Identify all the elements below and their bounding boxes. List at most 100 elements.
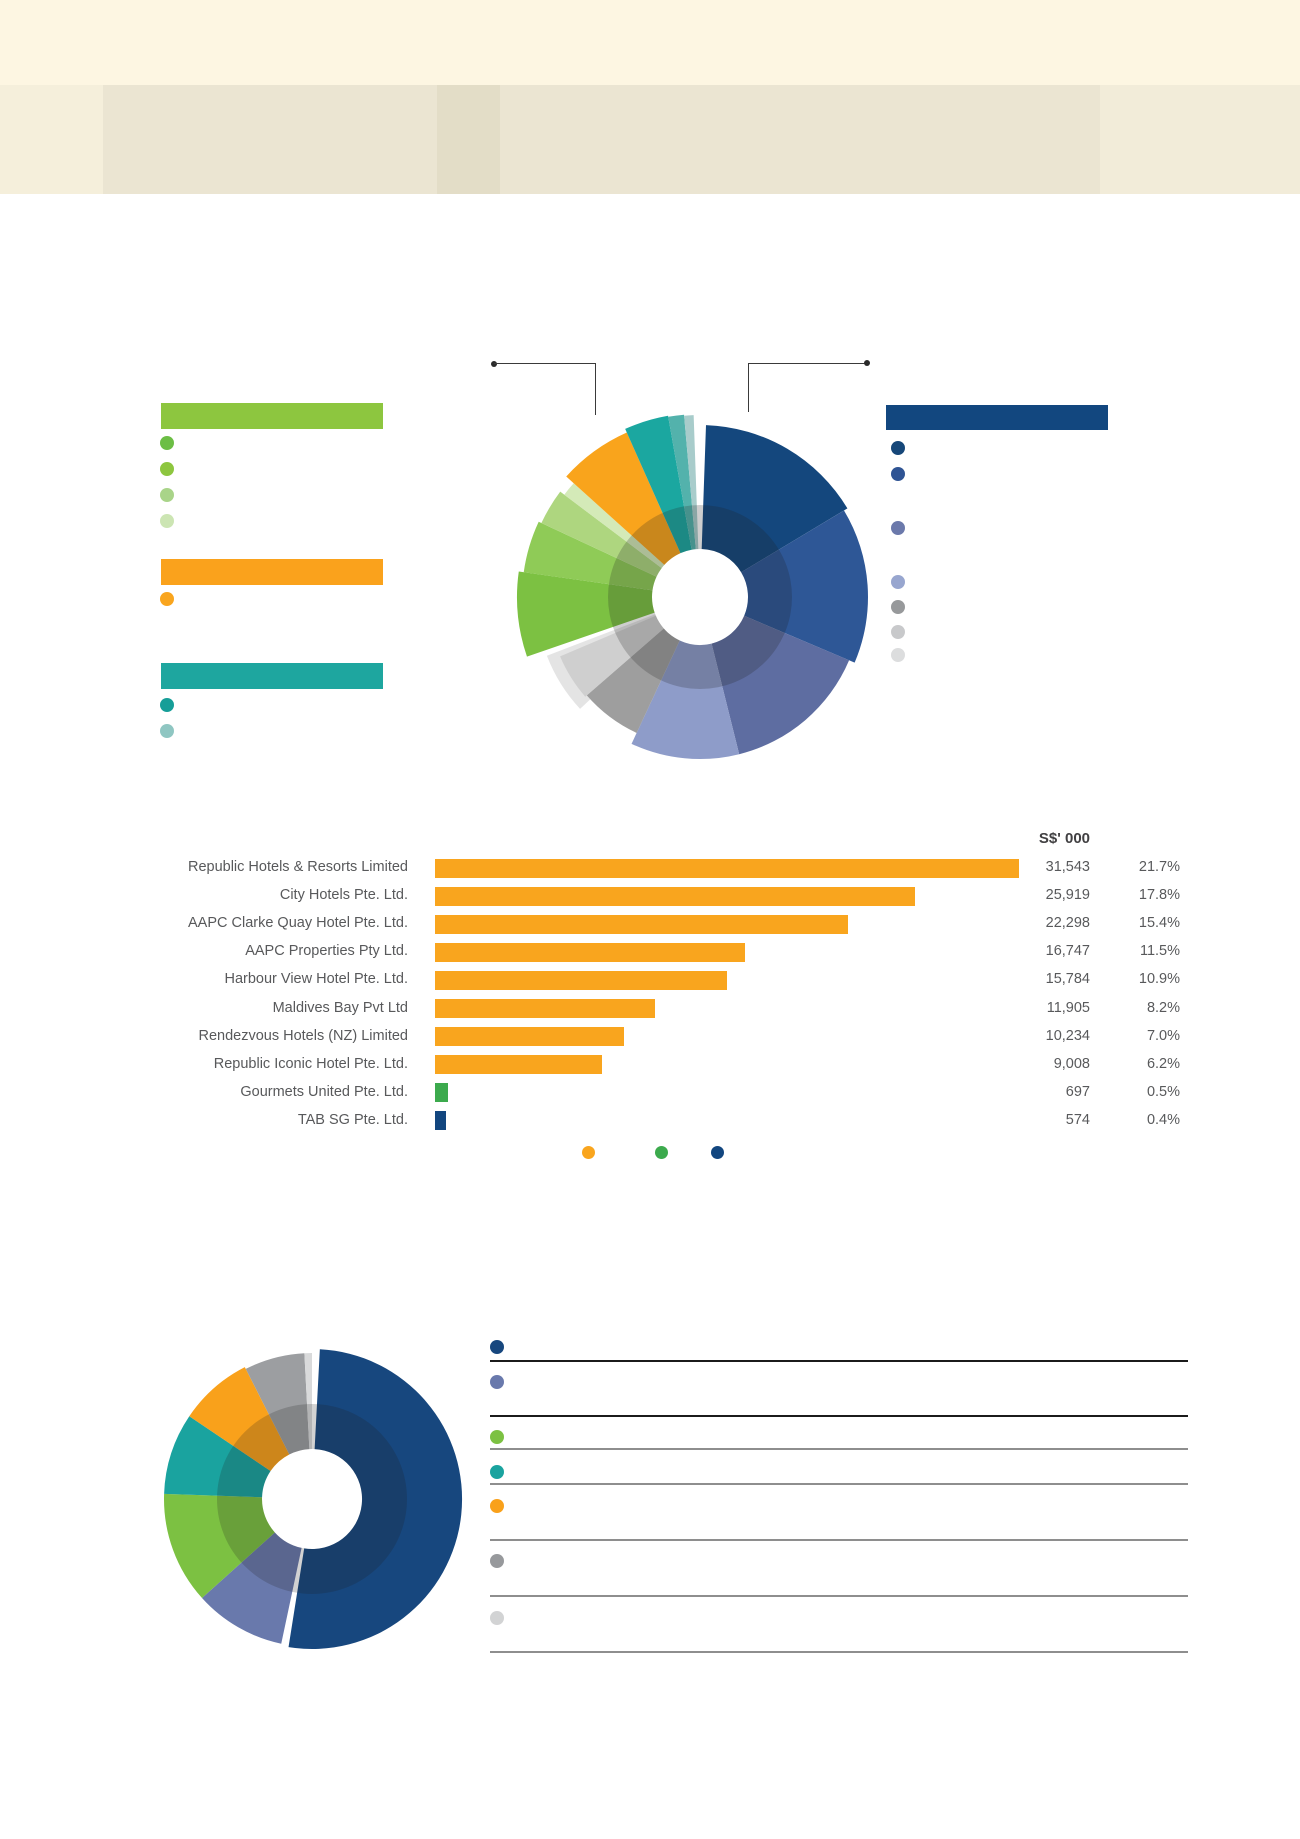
bottom-legend-rule (490, 1595, 1188, 1597)
teal-group-bullet (160, 724, 174, 738)
donut-slice-navy (701, 425, 848, 573)
bar-row-percent: 15.4% (1138, 915, 1180, 932)
donut-shadow-ring (608, 505, 792, 689)
bar-row-bar (435, 886, 915, 906)
donut-slice-teal (164, 1416, 271, 1498)
bar-row-value: 11,905 (1046, 999, 1090, 1016)
callout-left-hline (494, 363, 595, 364)
bar-row-percent: 7.0% (1146, 1027, 1180, 1044)
donut-slice-green-3 (541, 491, 662, 577)
bottom-legend-rule (490, 1360, 1188, 1362)
bar-row-bar (435, 942, 745, 962)
orange-group-bullet (160, 592, 174, 606)
green-group-title-bar (161, 403, 383, 429)
donut-slice-green (516, 571, 655, 657)
donut-slice-gray (245, 1353, 310, 1455)
bar-row-percent: 11.5% (1139, 943, 1180, 960)
bar-row-percent: 6.2% (1146, 1055, 1180, 1072)
navy-group-title-bar (886, 405, 1108, 430)
bottom-legend-bullet (490, 1611, 504, 1625)
bottom-legend-bullet (490, 1340, 504, 1354)
bar-row-bar (435, 858, 1019, 878)
donut-slice-green (163, 1493, 275, 1599)
navy-group-bullet (891, 575, 905, 589)
bar-row-label: Rendezvous Hotels (NZ) Limited (198, 1027, 408, 1044)
bar-row-label: Republic Hotels & Resorts Limited (187, 859, 408, 875)
donut-slice-gray (586, 628, 680, 733)
bar-row-bar (435, 1055, 602, 1075)
green-group-bullet (160, 462, 174, 476)
bar-row-percent: 0.4% (1146, 1111, 1180, 1128)
donut-slice-periwinkle (202, 1532, 302, 1644)
donut-slice-orange (189, 1367, 290, 1472)
green-group-bullet (160, 514, 174, 528)
top-donut-chart (516, 414, 868, 759)
bar-row-label: Gourmets United Pte. Ltd. (240, 1083, 408, 1100)
bar-row-label: AAPC Properties Pty Ltd. (245, 943, 408, 960)
bar-row-bar (435, 970, 727, 990)
bar-row-bar (435, 914, 848, 934)
bottom-legend-bullet (490, 1499, 504, 1513)
callout-left-anchor-dot (491, 361, 497, 367)
bar-row-value: 22,298 (1045, 915, 1090, 932)
bar-row-value: 16,747 (1045, 943, 1090, 960)
navy-group-bullet (891, 600, 905, 614)
bar-row-percent: 8.2% (1146, 999, 1180, 1016)
donut-slice-teal (625, 415, 692, 554)
navy-group-bullet (891, 521, 905, 535)
callout-left-vline (595, 363, 596, 415)
header-lower-band (0, 85, 1300, 194)
bar-row-label: Maldives Bay Pvt Ltd (272, 999, 408, 1016)
bar-row-label: City Hotels Pte. Ltd. (279, 887, 408, 904)
header-band-segment (437, 85, 500, 194)
donut-slice-green-4 (564, 483, 665, 569)
bottom-legend-rule (490, 1415, 1188, 1417)
navy-group-bullet (891, 467, 905, 481)
navy-group-bullet (891, 648, 905, 662)
navy-group-bullet (891, 441, 905, 455)
bar-row-bar (435, 1083, 448, 1103)
bottom-legend-rule (490, 1483, 1188, 1485)
donut-slice-light-gray (560, 615, 664, 697)
bar-table-unit-header: S$' 000 (1038, 830, 1090, 847)
callout-right-anchor-dot (864, 360, 870, 366)
bar-row-percent: 17.8% (1138, 887, 1180, 904)
bottom-legend-rule (490, 1539, 1188, 1541)
bottom-legend-bullet (490, 1375, 504, 1389)
bar-row-value: 10,234 (1045, 1027, 1090, 1044)
bar-table-legend-dot (711, 1146, 724, 1159)
bar-row-label: Harbour View Hotel Pte. Ltd. (224, 971, 409, 988)
header-band-segment (500, 85, 1100, 194)
donut-shadow-ring (217, 1404, 407, 1594)
donut-slice-pale-teal (684, 415, 699, 550)
bar-row-bar (435, 999, 655, 1018)
bottom-legend-rule (490, 1651, 1188, 1653)
bottom-legend-rule (490, 1448, 1188, 1450)
green-group-bullet (160, 436, 174, 450)
bar-row-value: 31,543 (1045, 859, 1090, 875)
bar-row-value: 15,784 (1045, 971, 1090, 988)
bar-row-percent: 21.7% (1138, 859, 1180, 875)
bottom-legend-bullet (490, 1430, 504, 1444)
bar-row-bar (435, 1111, 446, 1131)
callout-right-hline (748, 363, 867, 364)
bar-row-value: 697 (1065, 1083, 1090, 1100)
bar-row-label: TAB SG Pte. Ltd. (297, 1111, 408, 1128)
bar-row-label: AAPC Clarke Quay Hotel Pte. Ltd. (187, 915, 408, 932)
callout-right-vline (748, 363, 749, 412)
bottom-donut-chart (163, 1349, 463, 1650)
bottom-legend-bullet (490, 1465, 504, 1479)
bar-row-value: 9,008 (1053, 1055, 1090, 1072)
donut-slice-blue (741, 510, 868, 663)
bar-row-bar (435, 1027, 624, 1047)
donut-slice-slate (711, 615, 850, 755)
donut-slice-pale-gray (304, 1353, 312, 1450)
bar-row-percent: 10.9% (1138, 971, 1180, 988)
teal-group-title-bar (161, 663, 383, 689)
navy-group-bullet (891, 625, 905, 639)
green-group-bullet (160, 488, 174, 502)
bar-row-percent: 0.5% (1146, 1083, 1180, 1100)
donut-slice-periwinkle (631, 640, 740, 759)
bar-table-legend-dot (655, 1146, 668, 1159)
